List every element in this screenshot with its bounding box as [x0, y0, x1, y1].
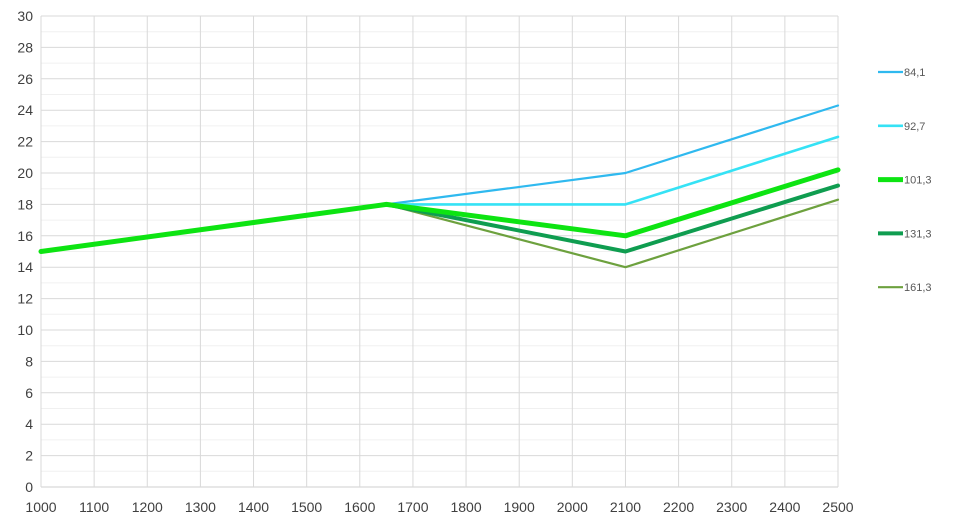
x-axis-tick-label: 2400 — [769, 499, 800, 515]
legend-item[interactable]: 101,3 — [878, 175, 932, 187]
y-axis-tick-label: 30 — [17, 8, 33, 24]
y-axis-tick-label: 26 — [17, 71, 33, 87]
x-axis-tick-label: 1200 — [132, 499, 163, 515]
x-axis-tick-label: 2000 — [557, 499, 588, 515]
y-axis-tick-label: 22 — [17, 134, 33, 150]
y-axis-tick-label: 10 — [17, 322, 33, 338]
x-axis-tick-label: 1900 — [504, 499, 535, 515]
y-axis-tick-label: 16 — [17, 228, 33, 244]
y-axis-tick-label: 12 — [17, 291, 33, 307]
series-line-101-3[interactable] — [38, 167, 841, 254]
y-axis-tick-label: 28 — [17, 39, 33, 55]
x-axis-tick-label: 2200 — [663, 499, 694, 515]
x-axis-tick-label: 2500 — [822, 499, 853, 515]
legend-label: 84,1 — [904, 67, 925, 79]
legend-label: 101,3 — [904, 175, 932, 187]
x-axis-tick-label: 1700 — [397, 499, 428, 515]
legend-label: 92,7 — [904, 121, 925, 133]
x-axis-tick-label: 2100 — [610, 499, 641, 515]
legend-label: 131,3 — [904, 228, 932, 240]
legend-item[interactable]: 84,1 — [878, 67, 925, 79]
y-axis-tick-label: 8 — [25, 353, 33, 369]
x-axis-tick-label: 1600 — [344, 499, 375, 515]
y-axis-tick-label: 14 — [17, 259, 33, 275]
y-axis-tick-label: 4 — [25, 416, 33, 432]
legend-item[interactable]: 92,7 — [878, 121, 925, 133]
x-axis-tick-label: 1800 — [450, 499, 481, 515]
legend-item[interactable]: 131,3 — [878, 228, 932, 240]
x-axis-tick-label: 2300 — [716, 499, 747, 515]
x-axis-tick-label: 1000 — [25, 499, 56, 515]
y-axis-tick-label: 18 — [17, 196, 33, 212]
x-axis-tick-label: 1100 — [79, 499, 109, 515]
x-axis-tick-label: 1300 — [185, 499, 216, 515]
x-axis-tick-label: 1500 — [291, 499, 322, 515]
y-axis-tick-label: 6 — [25, 385, 33, 401]
legend-label: 161,3 — [904, 282, 932, 294]
y-axis-tick-label: 0 — [25, 479, 33, 495]
x-axis-tick-label: 1400 — [238, 499, 269, 515]
y-axis-tick-label: 2 — [25, 448, 33, 464]
y-axis-tick-label: 20 — [17, 165, 33, 181]
legend-item[interactable]: 161,3 — [878, 282, 932, 294]
y-axis-tick-label: 24 — [17, 102, 33, 118]
series-line-84-1[interactable] — [39, 104, 840, 253]
